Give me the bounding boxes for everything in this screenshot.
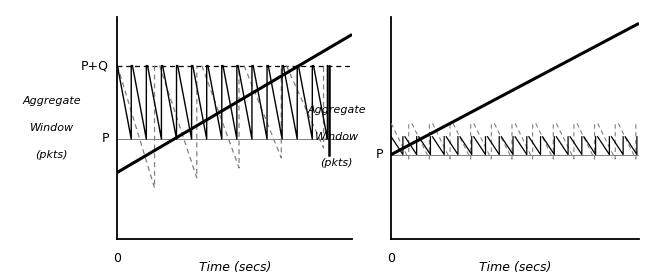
Text: 0: 0 (387, 252, 395, 265)
Text: Window: Window (29, 123, 74, 133)
Text: Aggregate: Aggregate (307, 105, 366, 115)
Text: P: P (376, 148, 383, 161)
Text: Time (secs): Time (secs) (479, 261, 552, 274)
Text: Window: Window (315, 132, 359, 142)
Text: P+Q: P+Q (81, 59, 109, 72)
Text: (pkts): (pkts) (320, 158, 353, 168)
Text: Aggregate: Aggregate (22, 96, 81, 106)
Text: Time (secs): Time (secs) (198, 261, 271, 274)
Text: (pkts): (pkts) (35, 150, 68, 160)
Text: P: P (102, 133, 109, 145)
Text: 0: 0 (113, 252, 121, 265)
